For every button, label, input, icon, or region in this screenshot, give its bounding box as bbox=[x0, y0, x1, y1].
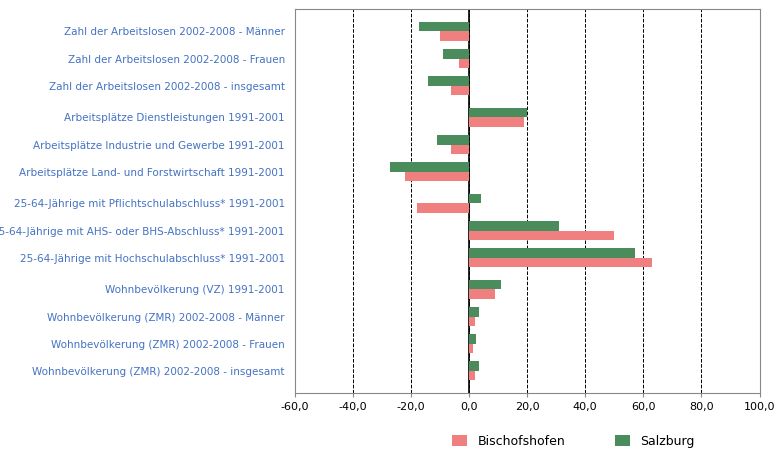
Bar bbox=[451, 144, 469, 154]
Bar bbox=[469, 221, 559, 230]
Bar bbox=[469, 108, 527, 117]
Bar bbox=[469, 117, 524, 127]
Bar bbox=[469, 258, 652, 267]
Bar bbox=[469, 307, 479, 317]
Bar bbox=[469, 317, 474, 326]
Bar bbox=[417, 203, 469, 213]
Bar bbox=[469, 248, 635, 258]
Bar bbox=[428, 76, 469, 85]
Legend: Bischofshofen, Salzburg: Bischofshofen, Salzburg bbox=[447, 430, 700, 453]
Bar bbox=[469, 194, 480, 203]
Bar bbox=[440, 32, 469, 41]
Bar bbox=[469, 230, 614, 240]
Bar bbox=[469, 361, 479, 371]
Bar bbox=[469, 280, 501, 289]
Bar bbox=[419, 22, 469, 32]
Bar bbox=[451, 85, 469, 95]
Bar bbox=[469, 289, 495, 299]
Bar bbox=[469, 371, 474, 380]
Bar bbox=[405, 172, 469, 181]
Bar bbox=[469, 344, 474, 353]
Bar bbox=[437, 135, 469, 144]
Bar bbox=[469, 334, 476, 344]
Bar bbox=[443, 49, 469, 58]
Bar bbox=[391, 162, 469, 172]
Bar bbox=[459, 58, 469, 68]
